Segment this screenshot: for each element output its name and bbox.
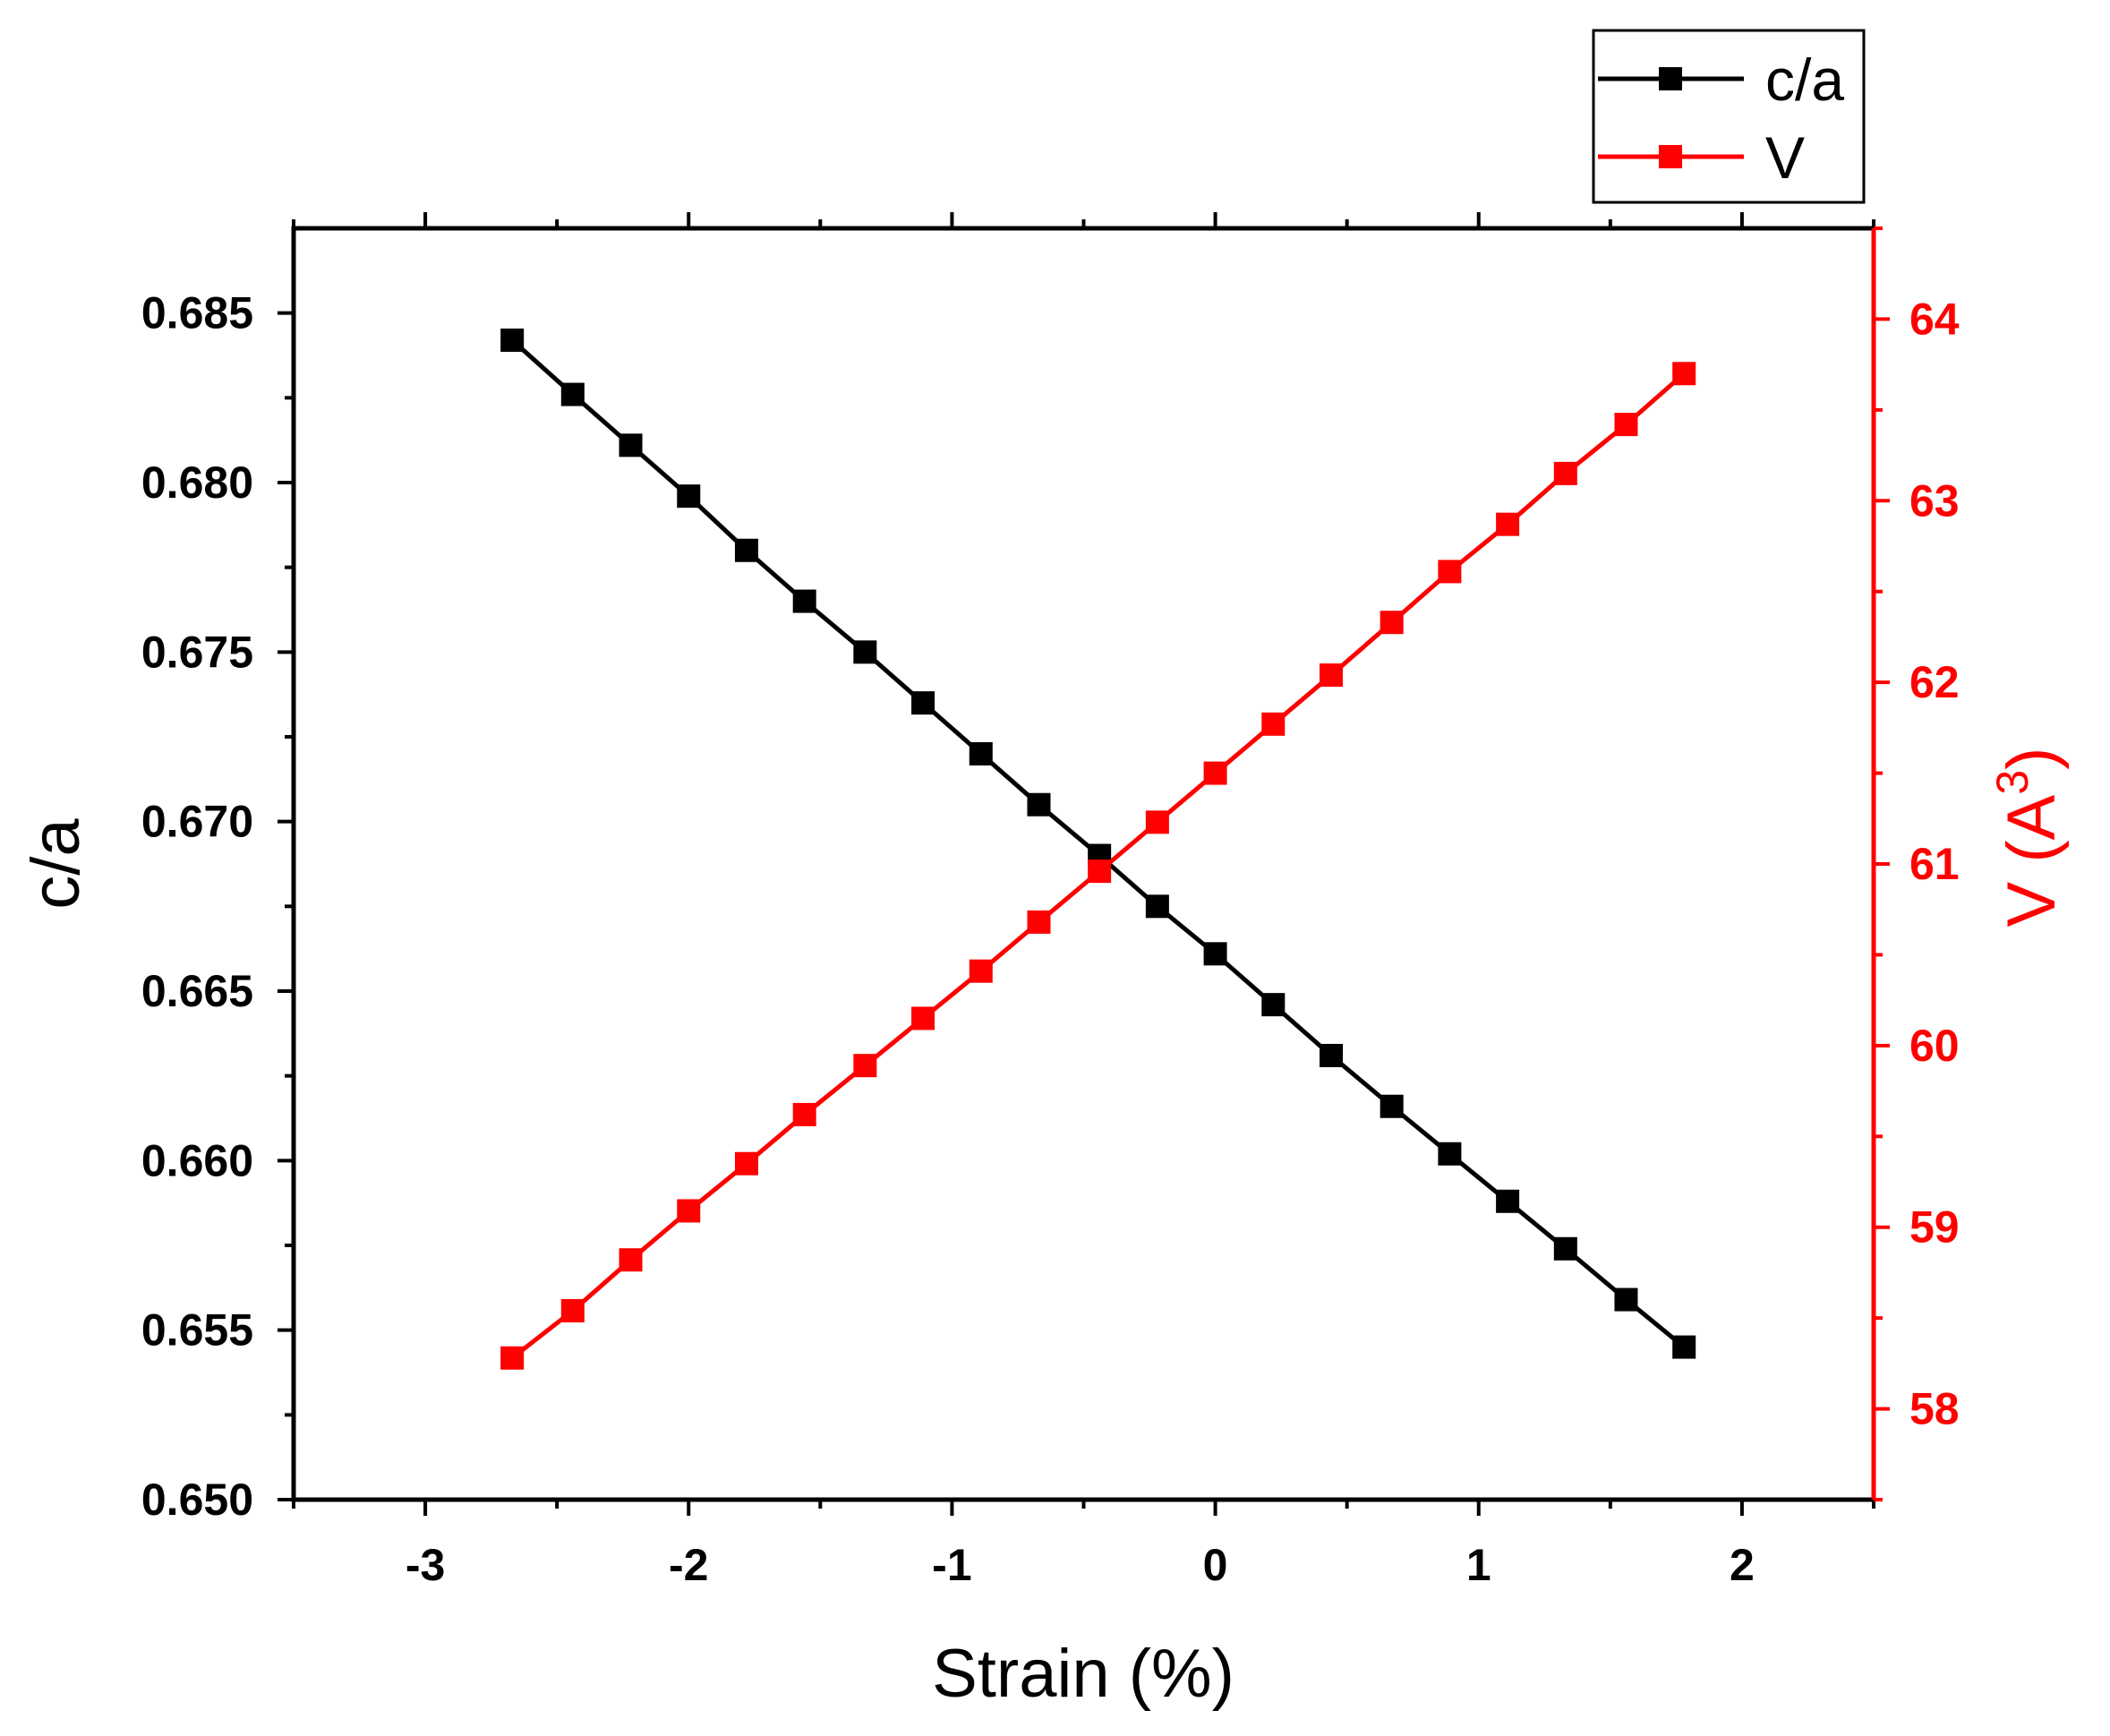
point-ca xyxy=(734,538,758,562)
x-tick-label: -3 xyxy=(406,1540,445,1590)
y2-tick-label: 64 xyxy=(1909,294,1960,344)
y2-tick-label: 61 xyxy=(1909,839,1960,889)
y-tick-label: 0.685 xyxy=(141,288,253,338)
y2-axis-title: V (A3) xyxy=(1987,748,2070,928)
point-v xyxy=(1672,362,1696,386)
point-v xyxy=(1380,611,1404,635)
x-axis-title: Strain (%) xyxy=(932,1636,1234,1712)
y2-tick-label: 63 xyxy=(1909,475,1960,526)
x-tick-label: 1 xyxy=(1466,1540,1491,1590)
y2-tick-label: 60 xyxy=(1909,1021,1960,1071)
point-ca xyxy=(969,741,993,765)
data-markers xyxy=(500,328,1696,1370)
point-v xyxy=(1088,859,1112,884)
point-ca xyxy=(1145,894,1169,919)
point-v xyxy=(1553,461,1577,485)
point-ca xyxy=(619,433,643,458)
y2-axis-title-superscript: 3 xyxy=(1987,770,2037,795)
y2-axis-title-main: V (A xyxy=(1994,794,2070,927)
y-tick-label: 0.660 xyxy=(141,1135,253,1185)
point-ca xyxy=(1438,1142,1462,1166)
point-ca xyxy=(1614,1287,1638,1312)
point-ca xyxy=(1380,1094,1404,1118)
axis-ticks: -3 -2 -1 0 1 2 0.650 0.655 0.660 0.665 0.670 0.675 0… xyxy=(141,212,1960,1590)
x-tick-label: 2 xyxy=(1730,1540,1755,1590)
y-tick-label: 0.655 xyxy=(141,1305,253,1355)
y-tick-label: 0.680 xyxy=(141,458,253,508)
point-v xyxy=(1027,910,1051,934)
point-v xyxy=(969,959,993,983)
point-v xyxy=(560,1299,585,1323)
legend-box xyxy=(1592,29,1866,204)
y2-tick-label: 62 xyxy=(1909,657,1960,707)
point-ca xyxy=(792,589,816,613)
y2-tick-label: 59 xyxy=(1909,1202,1960,1253)
legend-label-v: V xyxy=(1765,124,1805,191)
point-ca xyxy=(911,691,935,715)
point-ca xyxy=(677,484,701,509)
point-v xyxy=(853,1054,877,1078)
point-v xyxy=(619,1248,643,1272)
point-v xyxy=(677,1199,701,1223)
point-ca xyxy=(1672,1335,1696,1359)
point-v xyxy=(1320,663,1344,688)
point-ca xyxy=(853,640,877,664)
point-ca xyxy=(500,328,525,352)
legend-marker-ca xyxy=(1659,67,1682,90)
point-v xyxy=(1145,810,1169,834)
point-v xyxy=(734,1151,758,1176)
y2-axis-title-close: ) xyxy=(1994,748,2070,770)
legend: c/a V xyxy=(1592,29,1866,204)
point-v xyxy=(1438,560,1462,584)
legend-marker-v xyxy=(1659,145,1682,168)
y-tick-label: 0.650 xyxy=(141,1475,253,1525)
y-axis-title: c/a xyxy=(18,818,94,910)
point-v xyxy=(500,1346,525,1370)
point-v xyxy=(1261,712,1286,736)
point-ca xyxy=(1027,792,1051,817)
legend-label-ca: c/a xyxy=(1765,47,1844,113)
point-ca xyxy=(1496,1189,1520,1213)
y-tick-label: 0.670 xyxy=(141,797,253,847)
y-tick-label: 0.665 xyxy=(141,966,253,1016)
point-ca xyxy=(560,382,585,406)
point-ca xyxy=(1320,1043,1344,1067)
point-v xyxy=(1496,512,1520,536)
x-tick-label: 0 xyxy=(1203,1540,1228,1590)
point-ca xyxy=(1553,1236,1577,1261)
point-ca xyxy=(1203,942,1227,966)
point-v xyxy=(911,1006,935,1030)
point-v xyxy=(1203,761,1227,785)
y2-tick-label: 58 xyxy=(1909,1384,1960,1434)
point-v xyxy=(792,1102,816,1126)
y-tick-label: 0.675 xyxy=(141,627,253,677)
point-ca xyxy=(1261,993,1286,1017)
point-v xyxy=(1614,413,1638,437)
x-tick-label: -2 xyxy=(669,1540,708,1590)
x-tick-label: -1 xyxy=(932,1540,971,1590)
